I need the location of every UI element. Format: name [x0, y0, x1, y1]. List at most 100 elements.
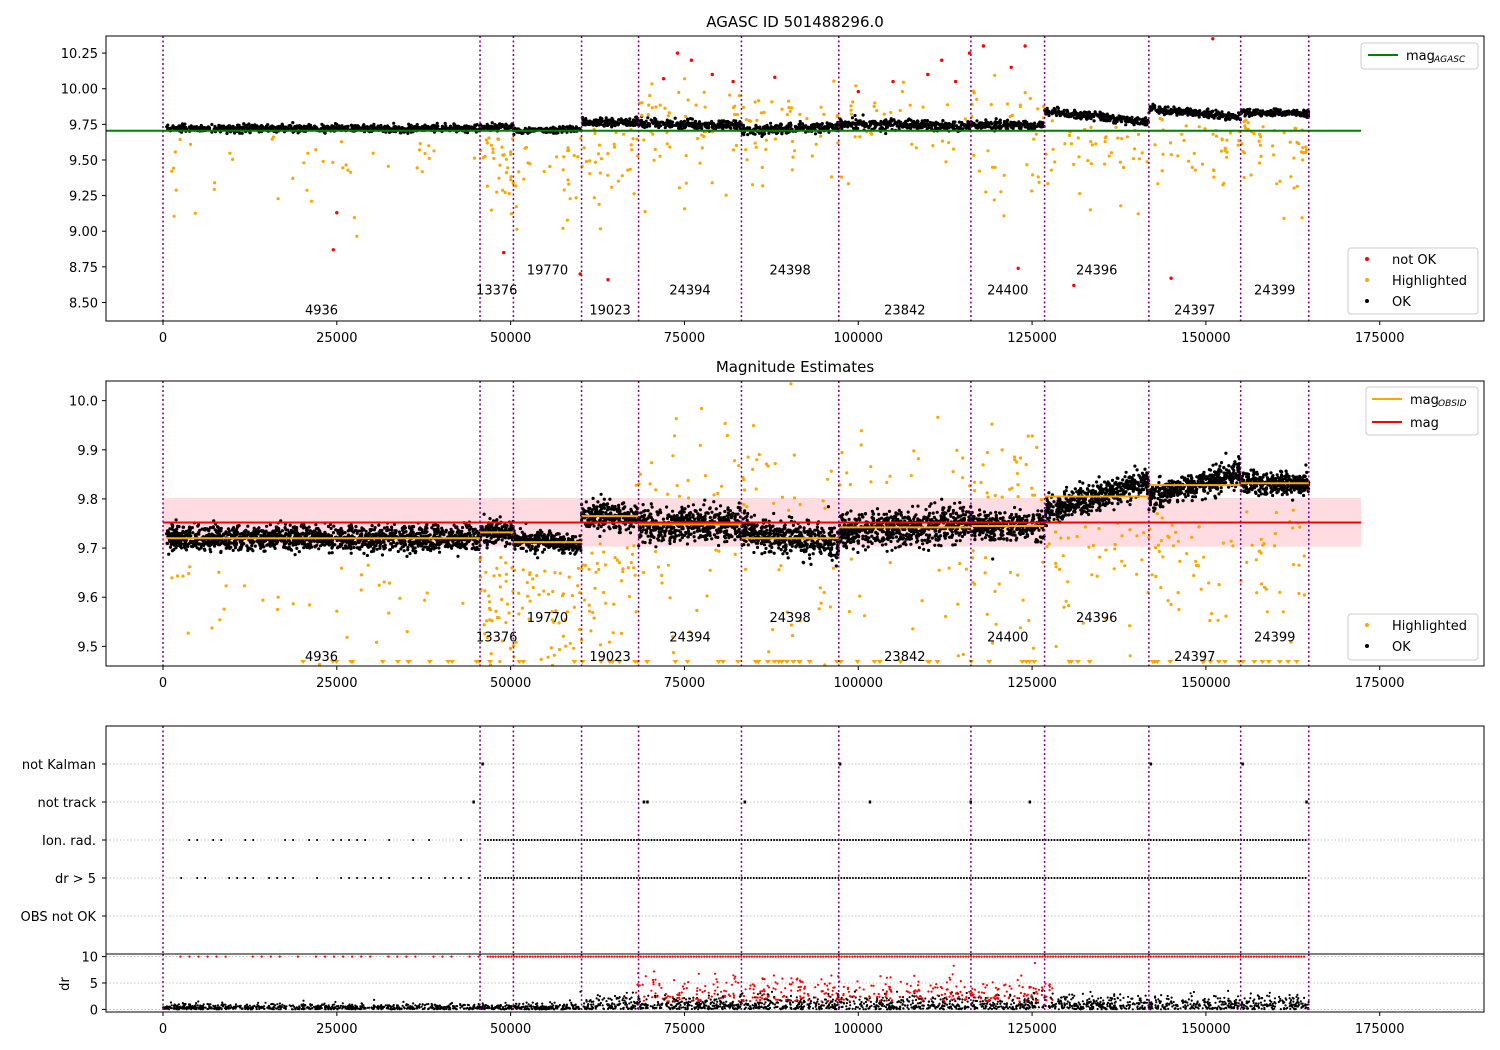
ok-point: [227, 530, 231, 534]
ok-point: [909, 125, 913, 129]
highlighted-point: [339, 140, 344, 144]
highlighted-point: [472, 156, 477, 160]
ok-point: [711, 123, 716, 127]
ok-point: [225, 131, 229, 135]
ok-point: [352, 530, 356, 534]
ok-point: [1157, 111, 1161, 115]
highlighted-point: [993, 73, 997, 77]
ok-point: [327, 541, 331, 545]
highlighted-point: [1136, 212, 1140, 216]
highlighted-point: [1089, 162, 1093, 166]
highlighted-point: [665, 142, 669, 146]
obsid-label: 19770: [527, 264, 568, 279]
ok-point: [349, 541, 353, 545]
ok-point: [250, 544, 254, 548]
obsid-label: 13376: [476, 284, 517, 299]
ok-point: [238, 532, 242, 536]
ok-point: [907, 117, 911, 121]
ok-point: [283, 533, 287, 537]
highlighted-point: [754, 145, 758, 149]
ok-point: [415, 123, 419, 127]
highlighted-point: [947, 141, 951, 145]
highlighted-point: [514, 184, 518, 188]
ok-point: [395, 541, 399, 545]
ok-point: [357, 547, 361, 551]
highlighted-point: [542, 169, 546, 174]
highlighted-point: [173, 150, 177, 154]
ok-point: [424, 127, 428, 131]
ok-point: [1276, 111, 1280, 115]
highlighted-point: [1180, 132, 1184, 136]
ok-point: [779, 122, 783, 126]
not-ok-point: [856, 89, 860, 94]
highlighted-point: [642, 138, 646, 142]
ok-point: [259, 541, 263, 545]
ok-point: [1055, 105, 1060, 109]
ok-point: [347, 524, 351, 528]
ok-point: [361, 124, 365, 128]
ok-point: [297, 550, 301, 554]
highlighted-point: [654, 105, 658, 109]
ok-point: [1153, 104, 1157, 108]
ok-point: [459, 125, 463, 129]
highlighted-point: [213, 181, 217, 185]
ok-point: [606, 123, 610, 127]
highlighted-point: [755, 118, 759, 122]
ok-point: [320, 122, 324, 126]
ok-point: [1254, 108, 1258, 112]
highlighted-point: [485, 141, 489, 145]
ok-point: [744, 127, 748, 131]
highlighted-point: [1137, 157, 1141, 161]
ok-point: [193, 544, 198, 548]
ok-point: [1271, 114, 1275, 118]
ok-point: [920, 119, 924, 123]
highlighted-point: [626, 168, 630, 172]
ok-point: [499, 125, 503, 129]
ok-point: [795, 125, 799, 129]
highlighted-point: [1301, 158, 1305, 162]
ok-point: [780, 132, 784, 136]
ok-point: [1003, 123, 1007, 127]
ok-point: [296, 131, 300, 135]
ok-point: [302, 546, 306, 550]
highlighted-point: [849, 112, 854, 116]
ok-point: [947, 125, 951, 129]
ok-point: [651, 121, 656, 126]
legend-highlighted-marker: [1365, 278, 1369, 282]
ok-point: [686, 122, 690, 126]
highlighted-point: [1077, 155, 1081, 159]
ok-point: [327, 551, 331, 555]
highlighted-point: [1242, 151, 1246, 155]
ok-point: [411, 530, 415, 534]
highlighted-point: [764, 138, 769, 142]
ok-point: [952, 122, 956, 126]
highlighted-point: [992, 198, 996, 202]
ok-point: [451, 127, 455, 131]
ok-point: [646, 116, 650, 120]
highlighted-point: [647, 103, 651, 107]
ok-point: [812, 126, 816, 130]
highlighted-point: [1236, 143, 1240, 147]
not-ok-point: [335, 211, 339, 215]
ok-point: [341, 546, 345, 550]
ok-point: [726, 119, 730, 124]
highlighted-point: [349, 170, 353, 174]
ok-point: [312, 529, 316, 533]
not-ok-point: [773, 75, 777, 80]
ok-point: [437, 546, 441, 550]
x-tick-label: 50000: [490, 331, 531, 346]
ok-point: [222, 532, 226, 536]
highlighted-point: [914, 146, 918, 150]
highlighted-point: [321, 159, 325, 163]
highlighted-point: [613, 145, 617, 149]
highlighted-point: [596, 152, 601, 156]
highlighted-point: [178, 137, 182, 142]
ok-point: [1058, 114, 1062, 118]
ok-point: [682, 119, 687, 123]
highlighted-point: [975, 97, 979, 101]
highlighted-point: [593, 160, 598, 164]
ok-point: [990, 122, 994, 126]
ok-point: [335, 546, 340, 550]
highlighted-point: [870, 132, 874, 136]
ok-point: [784, 131, 788, 135]
